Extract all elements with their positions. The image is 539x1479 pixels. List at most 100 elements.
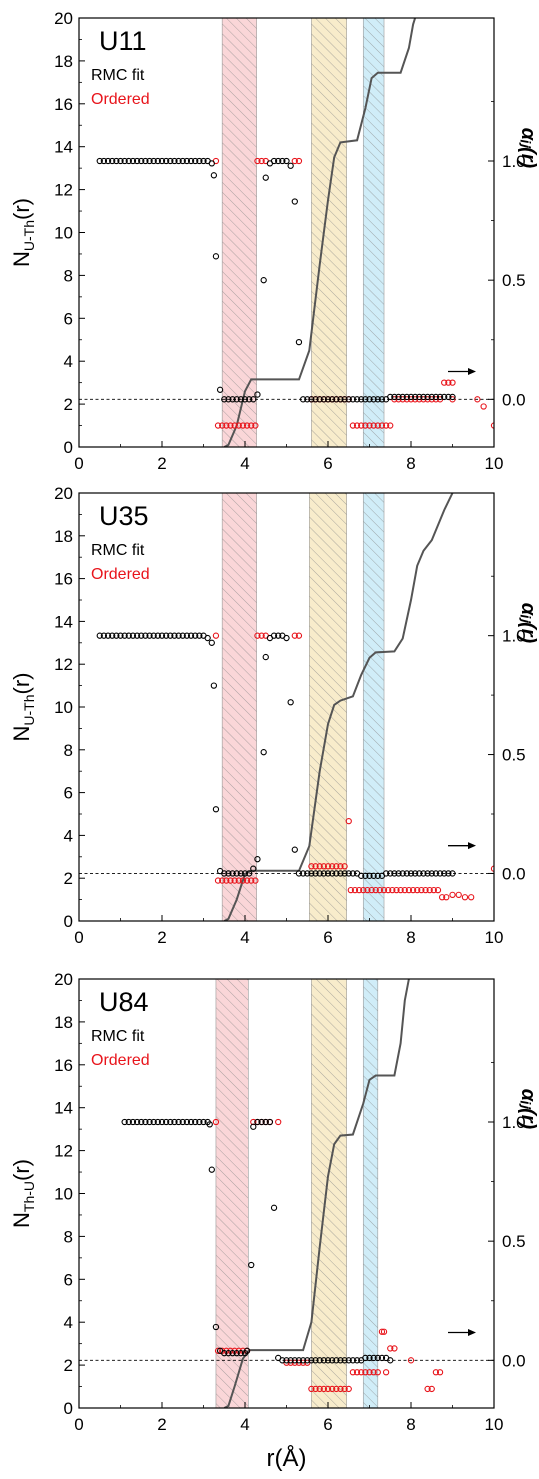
ordered-point bbox=[461, 894, 469, 901]
rmc-point bbox=[125, 632, 132, 639]
ordered-point bbox=[227, 877, 234, 884]
rmc-point bbox=[287, 1357, 294, 1364]
rmc-point bbox=[237, 396, 244, 403]
rmc-point bbox=[158, 632, 166, 639]
rmc-point bbox=[154, 157, 161, 165]
rmc-point bbox=[349, 1357, 357, 1364]
ordered-point bbox=[401, 886, 408, 894]
rmc-point bbox=[117, 632, 124, 639]
ordered-point bbox=[364, 886, 371, 894]
ordered-point bbox=[445, 379, 452, 386]
rmc-point bbox=[432, 393, 440, 401]
legend-ordered: Ordered bbox=[91, 1052, 150, 1069]
ordered-point bbox=[243, 422, 251, 429]
y2-tick-label: 0.5 bbox=[502, 271, 526, 290]
rmc-point bbox=[353, 1357, 361, 1364]
rmc-point bbox=[196, 157, 203, 165]
ordered-point bbox=[380, 886, 388, 894]
rmc-point bbox=[229, 396, 236, 403]
rmc-point bbox=[113, 157, 120, 165]
rmc-point bbox=[142, 632, 149, 639]
ordered-point bbox=[345, 817, 352, 825]
ordered-point bbox=[214, 1347, 222, 1354]
ordered-point bbox=[337, 1385, 344, 1393]
ordered-point bbox=[353, 422, 361, 429]
rmc-point bbox=[192, 1118, 199, 1126]
ordered-point bbox=[212, 1118, 220, 1126]
ordered-point bbox=[387, 1345, 394, 1352]
rmc-point bbox=[411, 870, 419, 877]
rmc-point bbox=[212, 253, 220, 260]
rmc-point bbox=[109, 632, 116, 639]
rmc-point bbox=[262, 174, 269, 181]
rmc-point bbox=[138, 1118, 145, 1126]
rmc-point bbox=[333, 1357, 340, 1364]
rmc-point bbox=[441, 393, 448, 401]
rmc-point bbox=[187, 1118, 195, 1126]
rmc-point bbox=[337, 1357, 344, 1364]
rmc-point bbox=[374, 872, 381, 879]
y-tick-label: 18 bbox=[54, 1013, 73, 1032]
ordered-point bbox=[362, 422, 369, 429]
rmc-point bbox=[100, 632, 108, 639]
ordered-point bbox=[252, 422, 259, 429]
ordered-point bbox=[254, 157, 261, 165]
rmc-point bbox=[104, 632, 112, 639]
rmc-point bbox=[428, 393, 435, 401]
rmc-point bbox=[420, 870, 427, 877]
rmc-point bbox=[270, 157, 278, 165]
rmc-point bbox=[304, 396, 311, 403]
rmc-point bbox=[196, 1118, 203, 1126]
rmc-point bbox=[233, 870, 240, 877]
rmc-point bbox=[229, 870, 236, 877]
rmc-point bbox=[295, 338, 303, 346]
ordered-point bbox=[316, 863, 323, 870]
y-tick-label: 8 bbox=[64, 1227, 73, 1246]
rmc-point bbox=[216, 386, 224, 393]
rmc-point bbox=[324, 396, 332, 403]
ordered-point bbox=[345, 1385, 352, 1393]
ordered-point bbox=[295, 157, 303, 165]
coordination-number-line bbox=[223, 18, 417, 447]
ordered-point bbox=[378, 1328, 386, 1335]
ordered-point bbox=[347, 886, 354, 894]
rmc-point bbox=[171, 1118, 178, 1126]
rmc-point bbox=[167, 157, 174, 165]
rmc-point bbox=[212, 1323, 220, 1331]
rmc-point bbox=[399, 393, 406, 401]
rmc-point bbox=[420, 393, 427, 401]
rmc-point bbox=[353, 396, 361, 403]
rmc-point bbox=[200, 157, 207, 165]
ordered-point bbox=[391, 1345, 398, 1352]
ordered-point bbox=[372, 886, 379, 894]
rmc-point bbox=[208, 1166, 215, 1173]
rmc-point bbox=[221, 396, 228, 403]
rmc-point bbox=[349, 396, 357, 403]
ordered-point bbox=[426, 886, 433, 894]
rmc-point bbox=[349, 870, 357, 877]
rmc-point bbox=[129, 632, 137, 639]
ordered-point bbox=[223, 877, 230, 884]
rmc-point bbox=[287, 699, 294, 706]
rmc-point bbox=[138, 157, 145, 165]
ordered-point bbox=[387, 422, 394, 429]
y-tick-label: 6 bbox=[64, 1270, 73, 1289]
ordered-point bbox=[468, 894, 475, 901]
rmc-point bbox=[299, 870, 307, 877]
rmc-point bbox=[316, 870, 323, 877]
ordered-point bbox=[370, 422, 377, 429]
rmc-point bbox=[129, 1118, 137, 1126]
y-tick-label: 2 bbox=[64, 395, 73, 414]
rmc-point bbox=[370, 872, 377, 879]
y-tick-label: 12 bbox=[54, 1142, 73, 1161]
y-tick-label: 16 bbox=[54, 95, 73, 114]
rmc-point bbox=[370, 396, 377, 403]
rmc-point bbox=[171, 157, 178, 165]
y-tick-label: 12 bbox=[54, 181, 73, 200]
rmc-point bbox=[104, 157, 112, 165]
rmc-point bbox=[432, 870, 440, 877]
y-axis-label: NU-Th(r) bbox=[9, 673, 37, 742]
rmc-point bbox=[391, 870, 398, 877]
rmc-point bbox=[117, 157, 124, 165]
rmc-point bbox=[312, 396, 319, 403]
